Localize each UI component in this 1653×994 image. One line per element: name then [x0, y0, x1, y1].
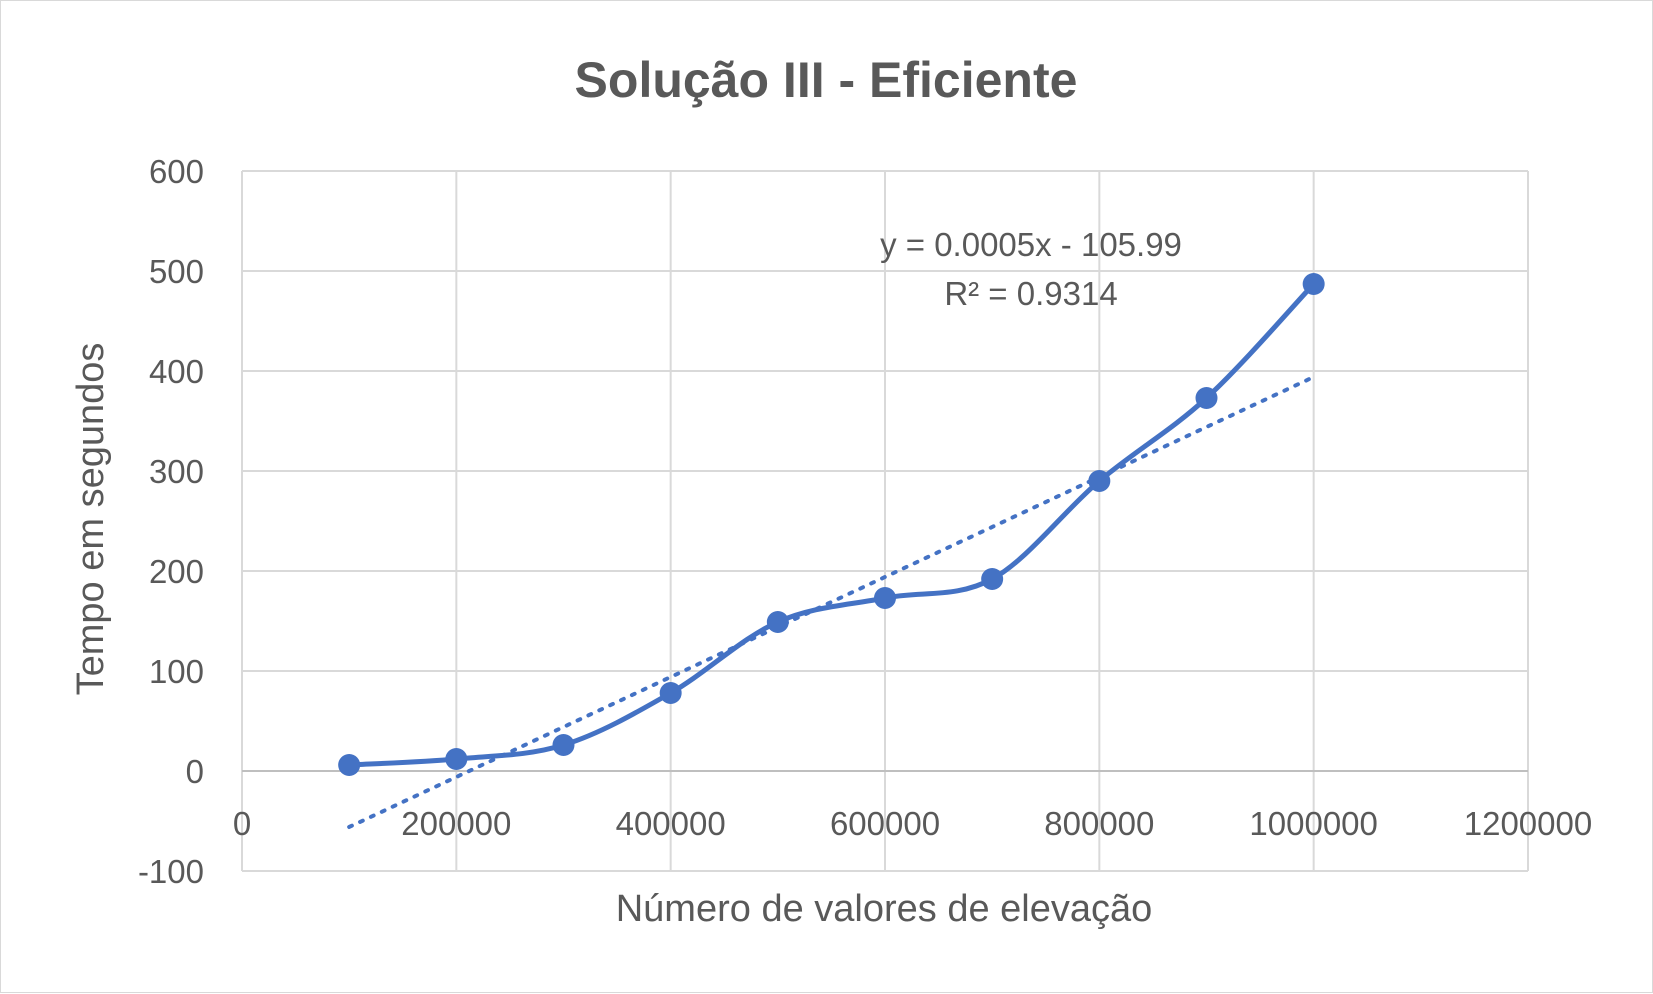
x-tick-label: 600000	[830, 805, 940, 842]
series-layer	[338, 273, 1325, 776]
data-point	[445, 748, 468, 770]
trendline-equation: y = 0.0005x - 105.99	[880, 226, 1182, 263]
x-tick-label: 800000	[1044, 805, 1154, 842]
data-point	[552, 734, 575, 756]
data-point	[766, 611, 789, 633]
y-tick-label: 600	[149, 153, 204, 190]
data-point	[981, 568, 1004, 590]
y-tick-label: 100	[149, 653, 204, 690]
y-tick-label: 300	[149, 453, 204, 490]
trendline-r-squared: R² = 0.9314	[944, 275, 1117, 312]
data-point	[874, 587, 896, 609]
x-axis-label: Número de valores de elevação	[616, 888, 1153, 930]
trendline	[347, 374, 1316, 829]
series-line	[349, 282, 1316, 768]
data-point	[1302, 273, 1325, 295]
data-point	[1088, 470, 1111, 492]
data-point	[338, 754, 361, 776]
trendline-layer	[347, 374, 1316, 829]
y-tick-label: -100	[138, 853, 204, 890]
x-tick-label: 1000000	[1249, 805, 1377, 842]
y-tick-label: 500	[149, 253, 204, 290]
tick-label-layer: -100 0 100 200 300 400 500 600 0 200000 400000 6000…	[138, 153, 1592, 890]
data-point	[1195, 387, 1218, 409]
y-tick-label: 200	[149, 553, 204, 590]
y-tick-label: 0	[186, 753, 204, 790]
x-tick-label: 200000	[401, 805, 511, 842]
y-axis-label: Tempo em segundos	[70, 343, 112, 696]
x-tick-label: 1200000	[1464, 805, 1592, 842]
data-point	[659, 682, 682, 704]
chart-title: Solução III - Eficiente	[575, 52, 1078, 108]
grid-layer	[241, 170, 1529, 872]
x-tick-label: 400000	[616, 805, 726, 842]
y-tick-label: 400	[149, 353, 204, 390]
x-tick-label: 0	[233, 805, 251, 842]
